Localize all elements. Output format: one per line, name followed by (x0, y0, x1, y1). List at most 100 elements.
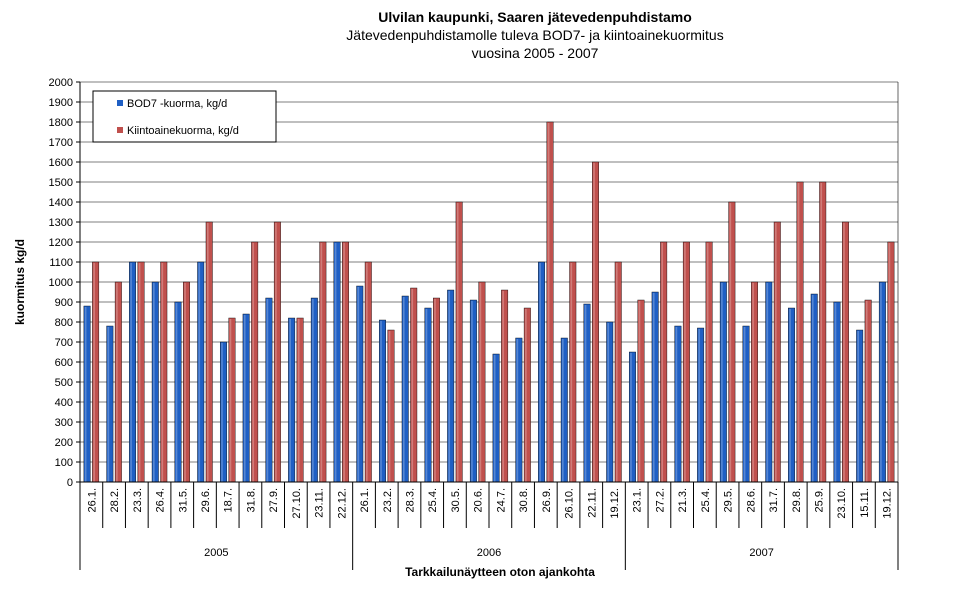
x-tick-label: 23.10. (836, 488, 848, 519)
x-tick-label: 26.10. (564, 488, 576, 519)
bar-kiintoaine-highlight (297, 319, 300, 482)
bar-bod7 (401, 295, 409, 483)
bar-kiintoaine-highlight (615, 263, 618, 482)
bar-bod7 (810, 293, 818, 483)
bar-bod7-highlight (607, 323, 610, 482)
bar-kiintoaine-highlight (116, 283, 118, 482)
x-tick-label: 19.12. (882, 488, 894, 519)
x-tick-labels: 26.1. 28.2. 23.3. 26.4. 31.5. 29.6. 18.7. 31.8.… (86, 488, 893, 519)
bar-kiintoaine-highlight (184, 283, 186, 482)
bar-kiintoaine-highlight (706, 243, 709, 482)
bar-bod7-highlight (221, 343, 223, 482)
x-tick-label: 29.8. (791, 488, 803, 512)
bar-bod7 (674, 325, 682, 483)
bar-bod7-highlight (243, 315, 246, 482)
bar-bod7-highlight (471, 301, 473, 482)
bar-kiintoaine (478, 281, 486, 483)
bar-bod7-highlight (448, 291, 451, 482)
bar-kiintoaine-highlight (547, 123, 550, 482)
bar-bod7-highlight (562, 339, 564, 482)
x-tick-label: 20.6. (473, 488, 485, 512)
bar-kiintoaine-highlight (275, 223, 277, 482)
bar-bod7 (333, 241, 341, 483)
bar-bod7 (424, 307, 432, 483)
bar-bod7-highlight (334, 243, 337, 482)
chart-title: Ulvilan kaupunki, Saaren jätevedenpuhdis… (378, 9, 692, 25)
gridlines (80, 81, 898, 463)
bar-kiintoaine (592, 161, 599, 483)
bar-bod7 (265, 297, 273, 483)
bar-kiintoaine (228, 317, 236, 483)
bar-kiintoaine (387, 329, 395, 483)
bar-kiintoaine-highlight (593, 163, 595, 482)
bar-bod7 (515, 337, 523, 483)
bar-kiintoaine (728, 201, 736, 483)
y-tick-label: 1000 (49, 277, 73, 289)
bar-bod7 (833, 301, 841, 483)
bar-bod7 (765, 281, 773, 483)
bar-kiintoaine (841, 221, 849, 483)
bar-kiintoaine (92, 261, 100, 483)
bar-kiintoaine (705, 241, 713, 483)
bar-kiintoaine (637, 299, 645, 483)
legend-swatch-bod7 (117, 100, 123, 106)
bar-kiintoaine-highlight (525, 309, 527, 482)
bar-bod7 (83, 305, 91, 483)
y-tick-label: 400 (55, 397, 73, 409)
bar-bod7-highlight (153, 283, 155, 482)
bar-kiintoaine (205, 221, 213, 483)
y-tick-label: 1800 (49, 117, 73, 129)
bar-kiintoaine (546, 121, 554, 483)
x-tick-label: 28.3. (404, 488, 416, 512)
bar-kiintoaine-highlight (843, 223, 845, 482)
bar-kiintoaine-highlight (343, 243, 345, 482)
axes (76, 81, 899, 570)
bar-kiintoaine (773, 221, 781, 483)
x-tick-label: 26.1. (359, 488, 371, 512)
bar-bod7 (651, 291, 659, 483)
bar-bod7 (492, 353, 500, 483)
group-label: 2005 (204, 547, 228, 559)
legend-box (92, 90, 277, 143)
bar-bod7-highlight (630, 353, 632, 482)
bar-bod7-highlight (130, 263, 132, 482)
y-tick-label: 1100 (49, 257, 73, 269)
bar-bod7-highlight (834, 303, 837, 482)
x-tick-label: 28.2. (109, 488, 121, 512)
bar-kiintoaine (887, 241, 895, 483)
bar-kiintoaine (432, 297, 440, 483)
y-tick-labels: 0 100 200 300 400 500 600 700 800 900 1000 1100 1200… (49, 77, 73, 489)
bar-kiintoaine-highlight (320, 243, 323, 482)
bar-kiintoaine-highlight (456, 203, 459, 482)
bar-bod7-highlight (516, 339, 519, 482)
x-tick-label: 19.12. (609, 488, 621, 519)
bar-bod7-highlight (880, 283, 882, 482)
bar-kiintoaine (114, 281, 122, 483)
y-tick-label: 200 (55, 437, 73, 449)
bar-bod7-highlight (380, 321, 382, 482)
x-tick-label: 15.11. (859, 488, 871, 518)
bar-kiintoaine-highlight (252, 243, 255, 482)
bar-bod7 (878, 281, 886, 483)
x-tick-label: 28.6. (745, 488, 757, 512)
x-tick-label: 23.1. (632, 488, 644, 512)
x-tick-label: 21.3. (677, 488, 689, 512)
y-tick-label: 1400 (49, 197, 73, 209)
bar-kiintoaine-highlight (93, 263, 95, 482)
x-tick-label: 25.9. (813, 488, 825, 512)
y-tick-label: 2000 (49, 77, 73, 89)
bars (83, 121, 895, 483)
bar-bod7 (356, 285, 364, 483)
bar-bod7-highlight (312, 299, 314, 482)
bar-bod7-highlight (198, 263, 201, 482)
bar-bod7 (538, 261, 546, 483)
bar-bod7 (447, 289, 455, 483)
bar-kiintoaine (273, 221, 281, 483)
bar-kiintoaine (819, 181, 827, 483)
bar-kiintoaine-highlight (388, 331, 391, 482)
chart-subtitle-line1: Jätevedenpuhdistamolle tuleva BOD7- ja k… (346, 27, 724, 43)
bar-kiintoaine (319, 241, 327, 483)
bar-bod7-highlight (357, 287, 360, 482)
bar-kiintoaine-highlight (138, 263, 141, 482)
